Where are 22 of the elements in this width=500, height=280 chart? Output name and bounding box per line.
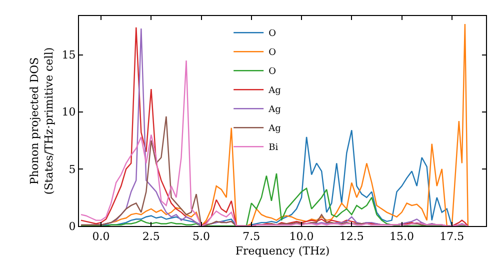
legend-label: O (268, 29, 276, 40)
x-tick-label: 10.0 (289, 230, 314, 244)
y-tick-label: 5 (68, 162, 76, 176)
x-tick-label: 15.0 (390, 230, 414, 244)
legend-label: O (268, 48, 276, 58)
x-tick-label: 7.5 (242, 230, 260, 244)
y-axis-title: Phonon projected DOS (States/THz·primitive cell) (28, 47, 56, 195)
y-tick-label: 15 (62, 48, 76, 62)
x-tick-label: 0.0 (92, 230, 110, 244)
legend-label: Ag (268, 124, 282, 134)
legend-label: Ag (268, 105, 282, 116)
x-tick-label: 2.5 (142, 230, 160, 244)
x-axis-title: Frequency (THz) (235, 244, 330, 258)
x-tick-label: 5.0 (192, 230, 210, 244)
x-tick-label: 12.5 (339, 230, 364, 244)
y-tick-label: 10 (62, 106, 76, 119)
line-series (80, 60, 469, 226)
legend-label: O (268, 67, 276, 78)
x-tick-label: 17.5 (440, 230, 464, 244)
legend-label: Ag (268, 86, 282, 96)
legend-label: Bi (268, 143, 278, 154)
y-tick-label: 0 (68, 220, 76, 233)
